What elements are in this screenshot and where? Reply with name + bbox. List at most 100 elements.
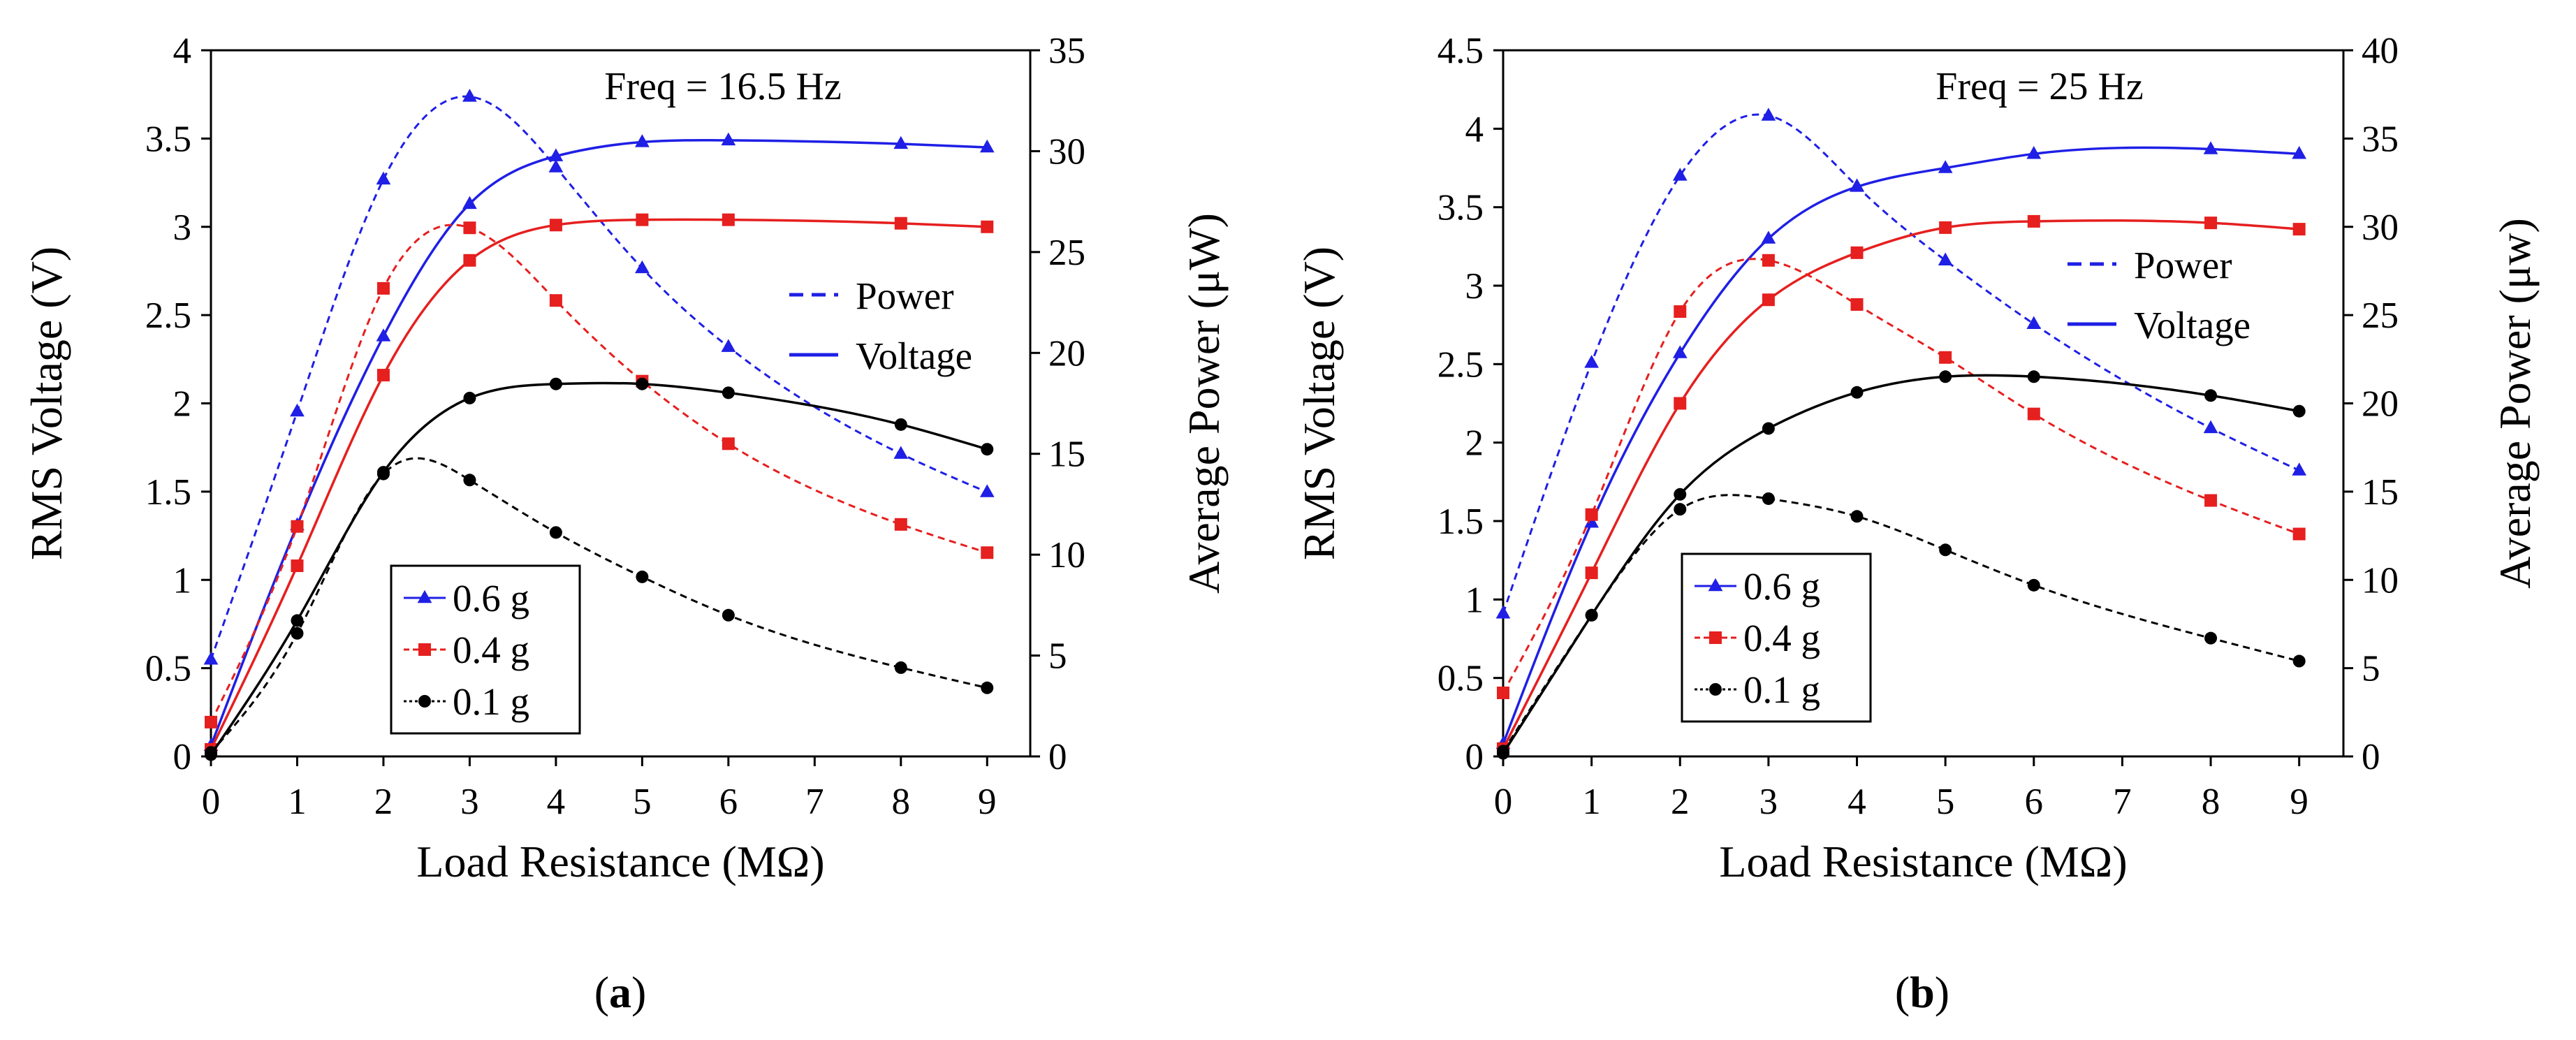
voltage-point bbox=[1850, 386, 1864, 399]
power-point bbox=[1762, 254, 1775, 267]
y2-tick-label: 20 bbox=[2362, 384, 2399, 425]
power-point bbox=[2204, 631, 2218, 645]
power-line bbox=[210, 457, 988, 754]
voltage-line bbox=[210, 138, 988, 747]
power-point bbox=[1939, 543, 1952, 557]
voltage-point bbox=[1762, 422, 1775, 435]
y-tick-label: 3 bbox=[1465, 266, 1484, 307]
y2-tick-label: 35 bbox=[1048, 31, 1085, 71]
x-tick-label: 8 bbox=[2202, 782, 2220, 822]
voltage-line bbox=[1502, 374, 2300, 754]
x-tick-label: 4 bbox=[547, 782, 566, 822]
power-point bbox=[1761, 108, 1776, 121]
power-point bbox=[1850, 298, 1864, 311]
x-tick-label: 9 bbox=[2290, 782, 2308, 822]
y2-tick-label: 10 bbox=[1048, 535, 1085, 576]
power-point bbox=[636, 570, 649, 583]
voltage-point bbox=[722, 213, 735, 226]
power-point bbox=[894, 661, 907, 674]
voltage-point bbox=[1762, 293, 1775, 307]
y-tick-label: 0.5 bbox=[145, 649, 191, 689]
power-line bbox=[1502, 113, 2300, 614]
voltage-point bbox=[2026, 146, 2042, 159]
y-tick-label: 2 bbox=[173, 384, 192, 425]
power-point bbox=[203, 652, 219, 665]
series-0-1g bbox=[205, 377, 994, 761]
power-point bbox=[549, 294, 562, 307]
y2-tick-label: 15 bbox=[1048, 434, 1085, 475]
y2-tick-label: 0 bbox=[2362, 737, 2380, 777]
voltage-point bbox=[291, 614, 304, 627]
voltage-point bbox=[981, 443, 994, 456]
power-point bbox=[1585, 508, 1598, 521]
power-point bbox=[2292, 654, 2306, 668]
power-point bbox=[1584, 355, 1599, 368]
voltage-point bbox=[1850, 179, 1864, 192]
voltage-line bbox=[210, 218, 988, 750]
power-line bbox=[1502, 494, 2300, 752]
power-point bbox=[205, 715, 217, 728]
power-point bbox=[981, 681, 994, 694]
series-legend-marker bbox=[1709, 631, 1722, 644]
power-point bbox=[2204, 494, 2218, 507]
x-tick-label: 7 bbox=[805, 782, 824, 822]
voltage-point bbox=[979, 139, 995, 153]
plot-frame bbox=[1502, 49, 2345, 758]
y-tick-label: 1.5 bbox=[1437, 501, 1484, 542]
power-point bbox=[1674, 305, 1687, 318]
y-tick-label: 0.5 bbox=[1437, 659, 1484, 699]
power-point bbox=[979, 484, 995, 497]
power-point bbox=[2026, 316, 2042, 329]
line-style-legend-label: Voltage bbox=[856, 335, 972, 377]
series-legend-marker bbox=[418, 643, 431, 656]
voltage-point bbox=[205, 748, 217, 761]
power-point bbox=[463, 221, 476, 235]
power-point bbox=[721, 339, 736, 352]
power-point bbox=[2203, 420, 2218, 434]
power-point bbox=[635, 260, 650, 274]
voltage-line bbox=[1502, 219, 2299, 749]
power-point bbox=[376, 171, 391, 185]
x-tick-label: 5 bbox=[1936, 782, 1955, 822]
y2-tick-label: 30 bbox=[2362, 207, 2399, 248]
line-style-legend-label: Power bbox=[2134, 244, 2232, 286]
voltage-point bbox=[2027, 214, 2040, 228]
voltage-point bbox=[2204, 389, 2218, 402]
voltage-point bbox=[1672, 345, 1688, 358]
panel-label: (a) bbox=[594, 967, 647, 1017]
series-0-6g bbox=[203, 89, 995, 752]
voltage-point bbox=[2292, 146, 2307, 159]
power-line bbox=[210, 95, 988, 660]
power-point bbox=[2027, 578, 2040, 592]
y-tick-label: 3.5 bbox=[145, 119, 191, 159]
y2-tick-label: 20 bbox=[1048, 333, 1085, 374]
y-tick-label: 0 bbox=[1465, 737, 1484, 777]
power-point bbox=[548, 159, 564, 173]
voltage-point bbox=[463, 391, 476, 404]
power-point bbox=[1497, 687, 1509, 700]
series-legend-marker bbox=[1708, 578, 1723, 592]
x-tick-label: 0 bbox=[202, 782, 221, 822]
voltage-point bbox=[549, 377, 562, 390]
voltage-point bbox=[1674, 488, 1687, 501]
series-legend-label: 0.1 g bbox=[1743, 668, 1820, 711]
voltage-point bbox=[2203, 141, 2218, 154]
y-tick-label: 4 bbox=[173, 31, 192, 71]
chart-panel-a: 0 0.5 1 1.5 2 2.5 3 3.5 4 0 5 10 15 20 25 30 35 0 1 2 3 4 5 6 7 8… bbox=[22, 31, 1229, 1017]
power-point bbox=[2027, 407, 2040, 420]
y2-axis-title: Average Power (μw) bbox=[2490, 218, 2540, 589]
power-point bbox=[981, 546, 994, 559]
voltage-point bbox=[1674, 397, 1687, 410]
power-point bbox=[1939, 351, 1952, 364]
voltage-point bbox=[894, 418, 907, 431]
x-tick-label: 1 bbox=[1582, 782, 1601, 822]
power-point bbox=[463, 474, 476, 487]
x-tick-label: 3 bbox=[460, 782, 479, 822]
power-point bbox=[1672, 168, 1688, 181]
voltage-point bbox=[462, 196, 477, 210]
line-style-legend-label: Power bbox=[856, 274, 954, 317]
voltage-line bbox=[210, 381, 988, 756]
power-point bbox=[1674, 503, 1687, 516]
series-legend-label: 0.6 g bbox=[453, 577, 529, 620]
voltage-point bbox=[721, 132, 736, 146]
